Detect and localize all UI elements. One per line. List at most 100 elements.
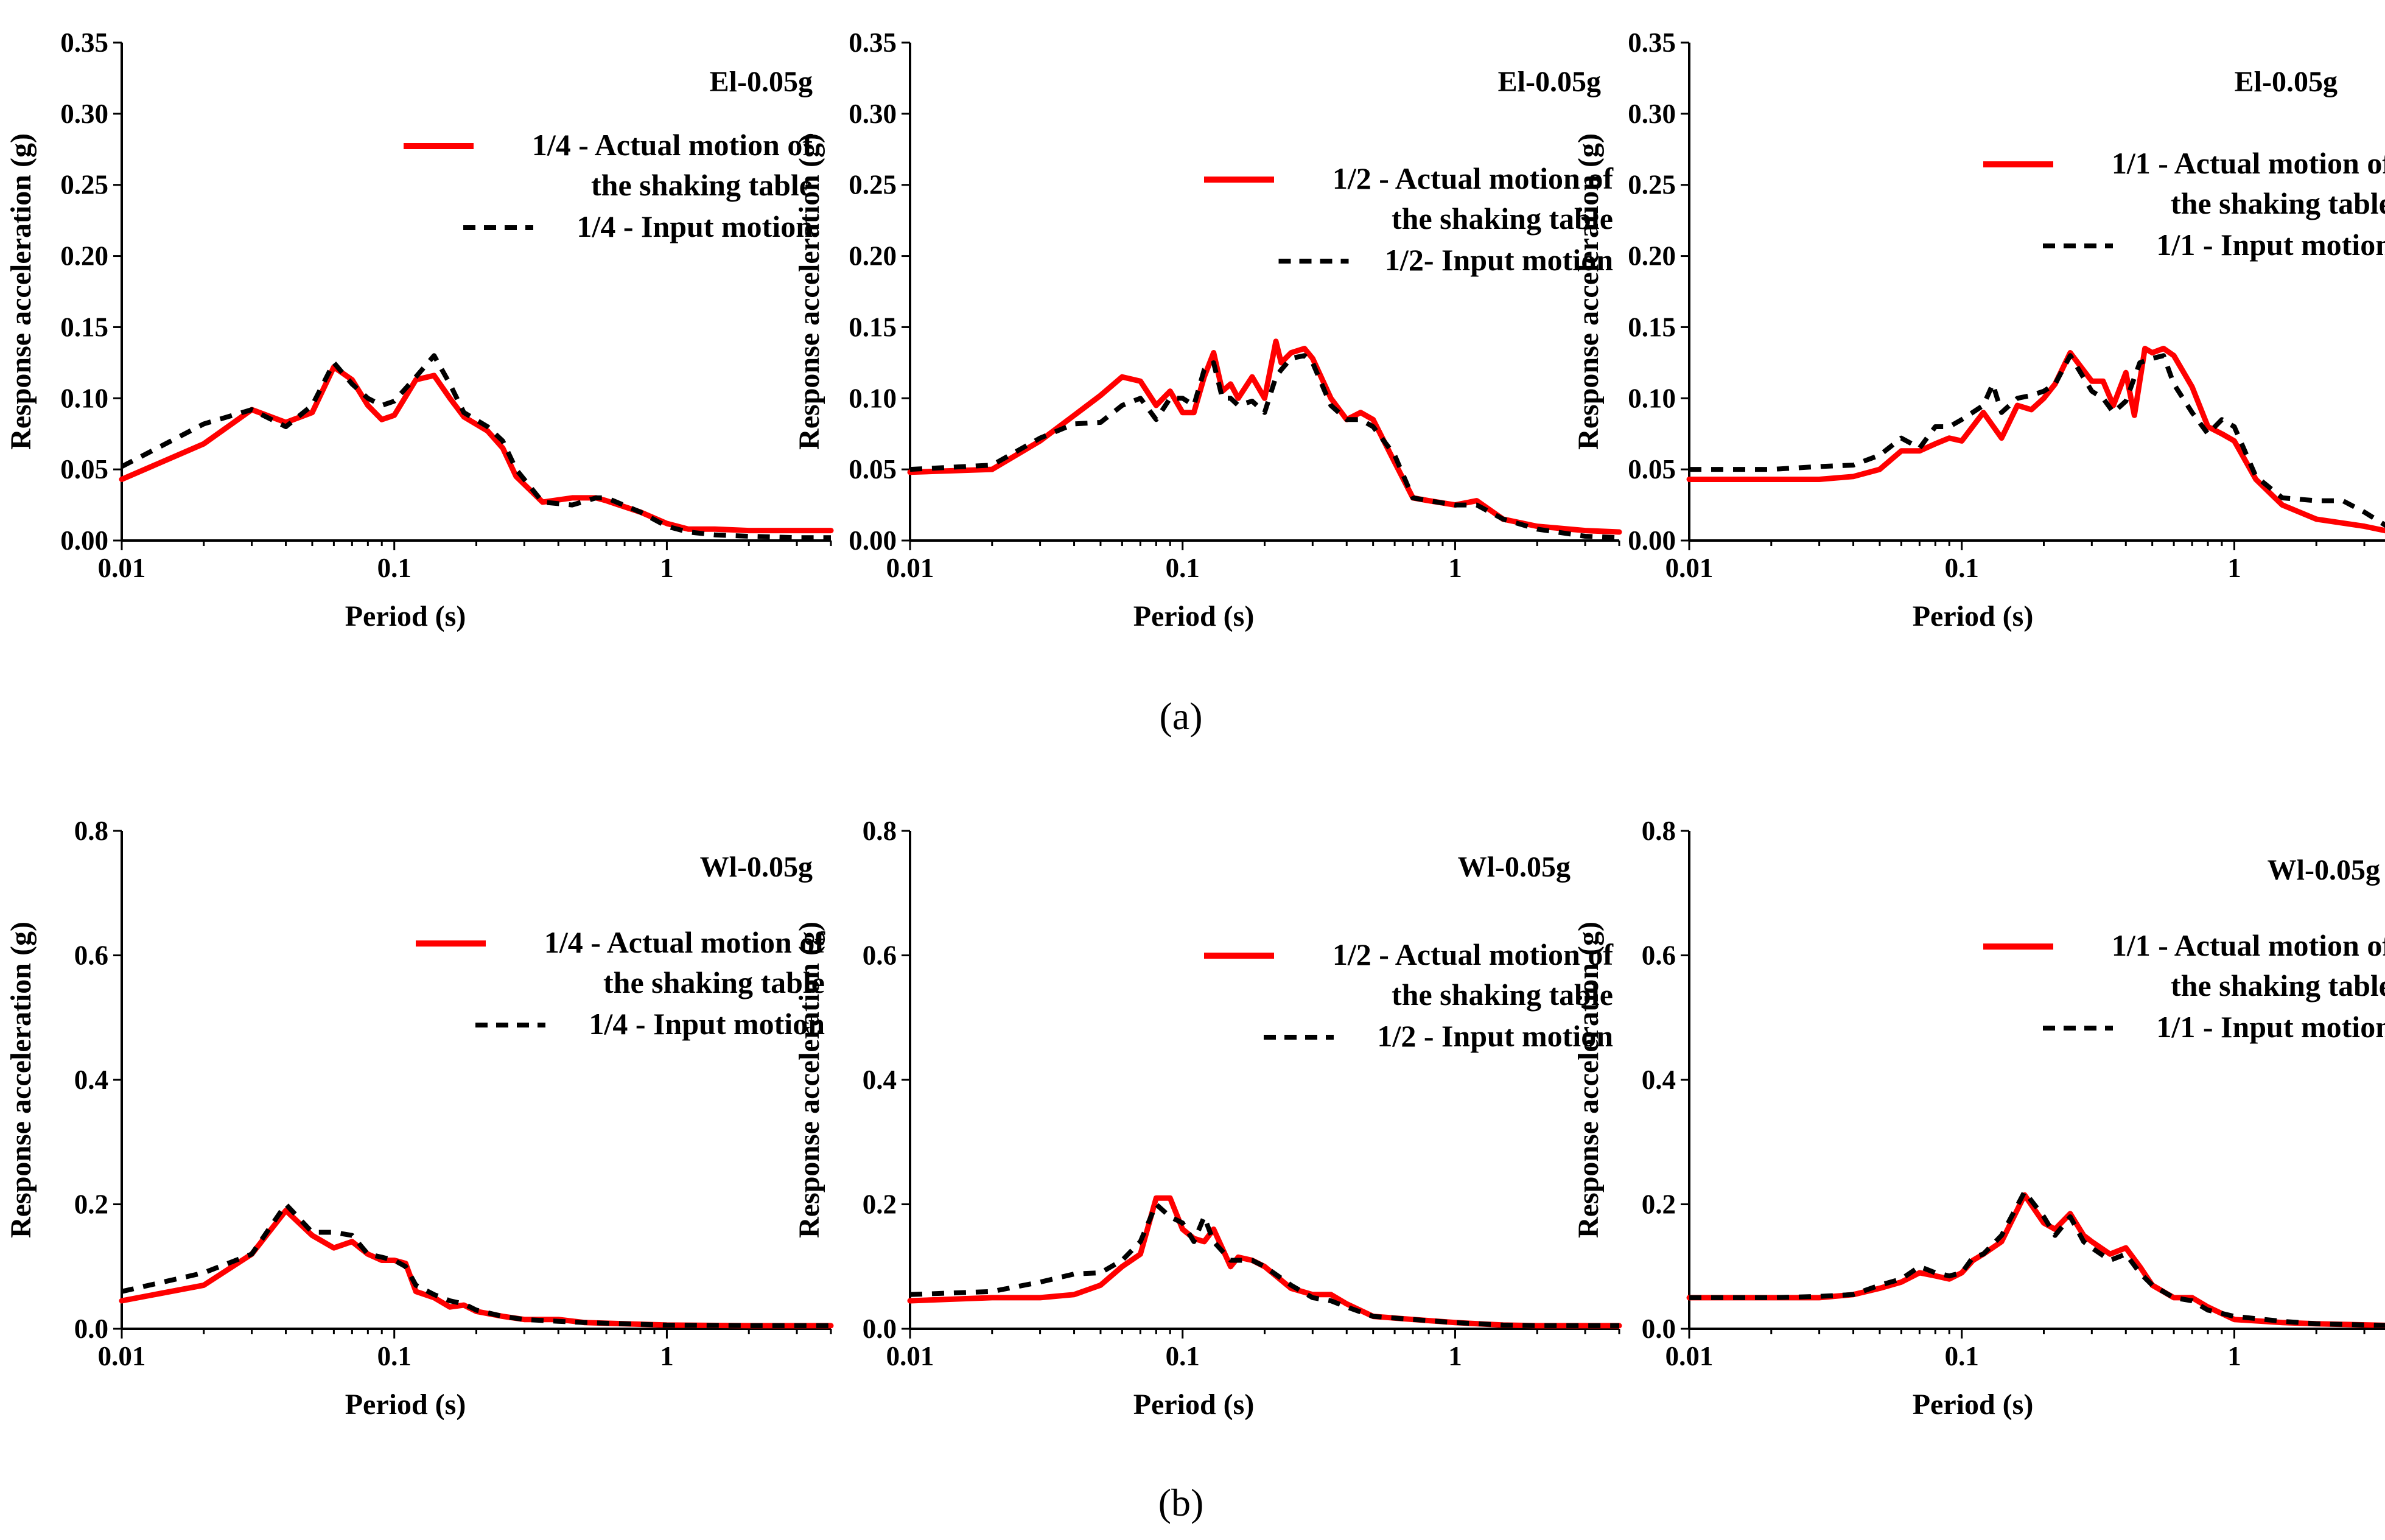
y-tick-label: 0.30 [60, 99, 108, 129]
y-tick-label: 0.30 [1628, 99, 1676, 129]
panel-title: El-0.05g [710, 66, 813, 98]
y-tick-label: 0.00 [1628, 525, 1676, 556]
y-tick-label: 0.00 [60, 525, 108, 556]
panel-title: El-0.05g [2235, 66, 2338, 98]
y-axis-title: Response acceleration (g) [1572, 133, 1605, 450]
y-axis-title: Response acceleration (g) [5, 922, 37, 1238]
panel-title: Wl-0.05g [1458, 851, 1571, 883]
series-line-actual [907, 1195, 1622, 1329]
y-axis-title: Response acceleration (g) [1572, 922, 1605, 1238]
legend-label: the shaking table [1392, 201, 1613, 236]
panel-title: El-0.05g [1498, 66, 1601, 98]
y-tick-label: 0.35 [1628, 27, 1676, 58]
y-tick-label: 0.15 [1628, 312, 1676, 342]
x-tick-label: 0.1 [1166, 1341, 1200, 1371]
x-tick-label: 1 [2227, 553, 2241, 583]
y-tick-label: 0.2 [1642, 1189, 1676, 1220]
x-tick-label: 0.01 [1665, 1341, 1714, 1371]
panel-title: Wl-0.05g [2268, 854, 2380, 886]
y-tick-label: 0.8 [863, 816, 897, 846]
x-axis-title: Period (s) [1913, 1388, 2034, 1421]
x-tick-label: 1 [2227, 1341, 2241, 1371]
chart-panel: 0.0 0.2 0.4 0.6 0.8 0.01 0.1 1 Period (s) Respons… [793, 816, 1622, 1421]
y-tick-label: 0.05 [60, 454, 108, 485]
legend-label: the shaking table [603, 965, 825, 999]
y-tick-label: 0.10 [60, 383, 108, 413]
chart-panel: 0.00 0.05 0.10 0.15 0.20 0.25 0.30 0.35 0.01 0.1 1… [1572, 27, 2385, 632]
chart-panel: 0.00 0.05 0.10 0.15 0.20 0.25 0.30 0.35 0.01 0.1 1… [793, 27, 1622, 632]
series-line-input [1689, 353, 2385, 528]
legend-label: the shaking table [2171, 186, 2385, 220]
y-tick-label: 0.20 [60, 241, 108, 271]
series-line-actual [1686, 346, 2385, 534]
x-tick-label: 0.1 [1945, 553, 1979, 583]
legend-label: 1/2 - Actual motion of [1333, 161, 1614, 195]
x-tick-label: 0.1 [377, 1341, 412, 1371]
x-axis-title: Period (s) [1133, 600, 1255, 632]
series-line-input [909, 353, 1620, 541]
x-axis-title: Period (s) [1913, 600, 2034, 632]
y-tick-label: 0.4 [74, 1065, 108, 1095]
x-tick-label: 1 [660, 1341, 674, 1371]
series-line-input [121, 353, 831, 541]
y-tick-label: 0.4 [863, 1065, 897, 1095]
legend-label: the shaking table [2171, 968, 2385, 1003]
legend-label: 1/4 - Input motion [589, 1007, 825, 1041]
y-tick-label: 0.20 [1628, 241, 1676, 271]
x-tick-label: 0.01 [98, 1341, 146, 1371]
legend-label: 1/4 - Actual motion of [544, 925, 825, 959]
y-tick-label: 0.15 [849, 312, 897, 342]
y-tick-label: 0.25 [1628, 170, 1676, 200]
y-tick-label: 0.20 [849, 241, 897, 271]
legend-label: the shaking table [591, 168, 813, 202]
y-tick-label: 0.0 [74, 1314, 108, 1344]
y-axis-title: Response acceleration (g) [793, 922, 825, 1238]
y-tick-label: 0.35 [60, 27, 108, 58]
legend-label: 1/2 - Actual motion of [1333, 937, 1614, 971]
legend-label: 1/1 - Input motion [2156, 228, 2385, 262]
x-tick-label: 0.01 [1665, 553, 1714, 583]
y-tick-label: 0.8 [1642, 816, 1676, 846]
x-axis-title: Period (s) [1133, 1388, 1255, 1421]
chart-panel: 0.0 0.2 0.4 0.6 0.8 0.01 0.1 1 Period (s) Respons… [1572, 816, 2385, 1421]
series-line-actual [1686, 1192, 2385, 1328]
series-line-actual [907, 338, 1622, 535]
x-tick-label: 0.01 [886, 553, 934, 583]
y-tick-label: 0.0 [1642, 1314, 1676, 1344]
y-tick-label: 0.10 [849, 383, 897, 413]
legend-label: 1/1 - Actual motion of [2112, 146, 2385, 180]
y-tick-label: 0.4 [1642, 1065, 1676, 1095]
y-tick-label: 0.6 [74, 940, 108, 971]
x-tick-label: 1 [1448, 1341, 1462, 1371]
y-tick-label: 0.05 [1628, 454, 1676, 485]
y-tick-label: 0.6 [863, 940, 897, 971]
y-tick-label: 0.2 [863, 1189, 897, 1220]
y-tick-label: 0.10 [1628, 383, 1676, 413]
x-tick-label: 1 [1448, 553, 1462, 583]
series-line-actual [119, 1208, 834, 1329]
legend-label: the shaking table [1392, 978, 1613, 1012]
sublabel-a: (a) [1159, 695, 1202, 738]
x-tick-label: 0.1 [1166, 553, 1200, 583]
legend-label: 1/4 - Input motion [576, 209, 813, 243]
y-tick-label: 0.35 [849, 27, 897, 58]
series-line-actual [119, 364, 834, 534]
panel-title: Wl-0.05g [700, 851, 813, 883]
y-tick-label: 0.00 [849, 525, 897, 556]
chart-panel: 0.00 0.05 0.10 0.15 0.20 0.25 0.30 0.35 0.01 0.1 1… [5, 27, 834, 632]
series-line-input [909, 1202, 1619, 1328]
x-tick-label: 0.01 [98, 553, 146, 583]
x-tick-label: 0.1 [377, 553, 412, 583]
y-tick-label: 0.2 [74, 1189, 108, 1220]
legend-label: 1/1 - Input motion [2156, 1010, 2385, 1044]
y-tick-label: 0.6 [1642, 940, 1676, 971]
legend-label: 1/4 - Actual motion of [532, 128, 813, 162]
x-axis-title: Period (s) [345, 1388, 466, 1421]
legend-label: 1/1 - Actual motion of [2112, 928, 2385, 962]
y-tick-label: 0.30 [849, 99, 897, 129]
chart-panel: 0.0 0.2 0.4 0.6 0.8 0.01 0.1 1 Period (s) Respons… [5, 816, 834, 1421]
x-tick-label: 1 [660, 553, 674, 583]
y-tick-label: 0.25 [849, 170, 897, 200]
y-tick-label: 0.25 [60, 170, 108, 200]
x-tick-label: 0.01 [886, 1341, 934, 1371]
